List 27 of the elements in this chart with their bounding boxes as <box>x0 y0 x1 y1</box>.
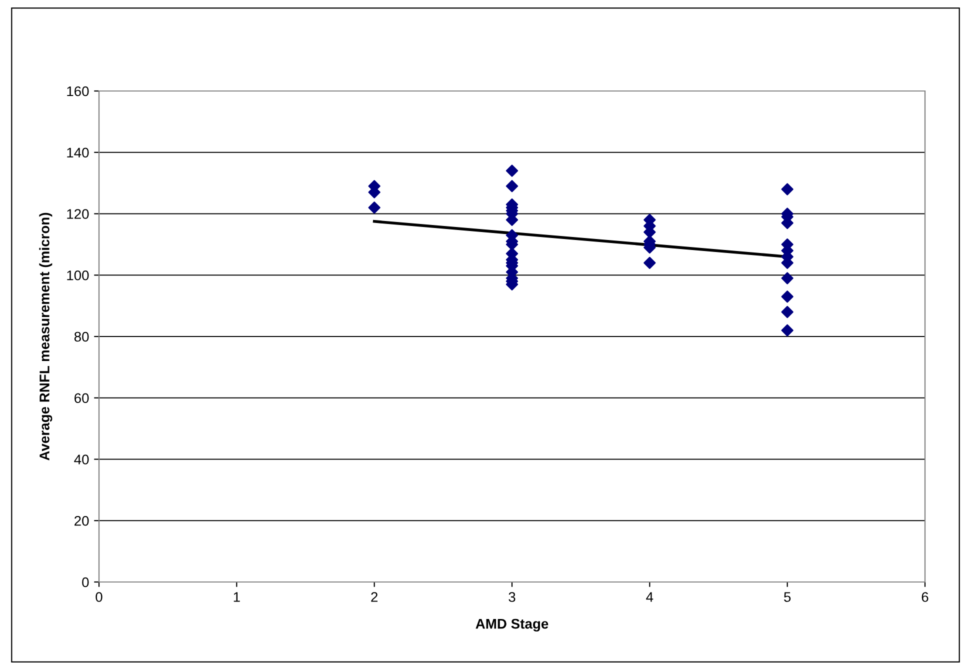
y-tick-label: 120 <box>67 209 89 219</box>
point <box>644 256 656 269</box>
point <box>781 183 794 196</box>
x-tick-label: 1 <box>234 592 240 602</box>
x-axis-title: AMD Stage <box>476 618 548 632</box>
point <box>781 306 794 318</box>
x-tick-label: 2 <box>371 592 378 602</box>
y-tick-label: 140 <box>67 148 89 158</box>
y-axis-title: Average RNFL measurement (micron) <box>39 212 52 460</box>
y-tick-label: 100 <box>67 270 89 280</box>
y-tick-label: 160 <box>67 86 89 96</box>
x-tick-label: 4 <box>646 592 654 602</box>
x-tick-label: 5 <box>784 592 791 602</box>
point <box>506 180 518 192</box>
point <box>781 272 794 284</box>
x-tick-label: 3 <box>508 592 516 602</box>
point <box>781 324 794 336</box>
y-tick-label: 80 <box>74 332 89 342</box>
x-tick-label: 0 <box>96 592 102 602</box>
point <box>781 290 794 303</box>
y-tick-label: 0 <box>82 577 89 588</box>
y-tick-label: 20 <box>74 516 89 526</box>
y-tick-label: 40 <box>74 454 89 464</box>
x-tick-label: 6 <box>922 592 928 602</box>
point <box>368 202 380 214</box>
point <box>506 164 518 177</box>
y-tick-label: 60 <box>74 393 89 404</box>
